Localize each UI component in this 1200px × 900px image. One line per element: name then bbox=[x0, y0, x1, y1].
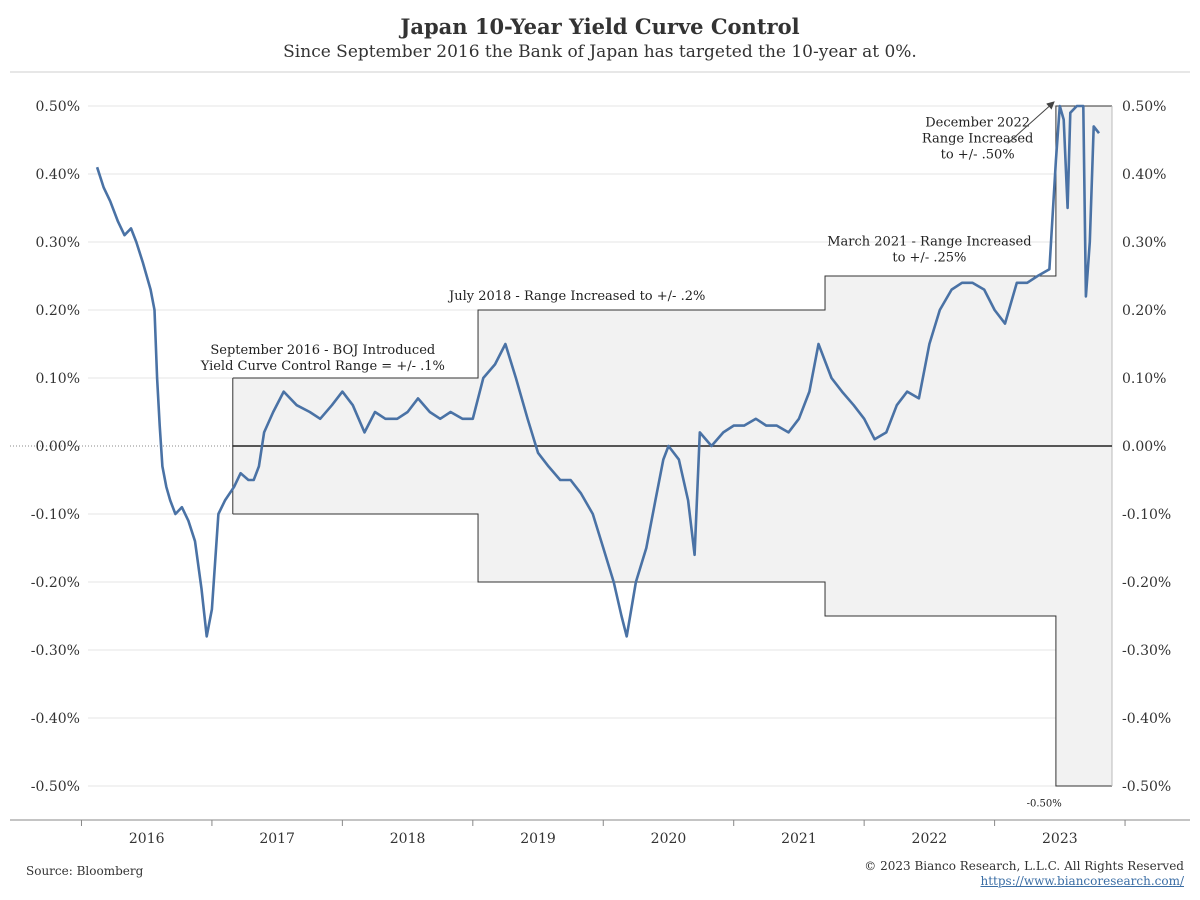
y-tick-label-left: -0.30% bbox=[31, 643, 80, 659]
yield-series-line bbox=[95, 104, 1101, 638]
x-tick-label: 2016 bbox=[129, 831, 165, 847]
copyright-text: © 2023 Bianco Research, L.L.C. All Right… bbox=[864, 859, 1184, 873]
y-tick-label-right: -0.10% bbox=[1122, 507, 1171, 523]
y-tick-label-right: 0.50% bbox=[1122, 99, 1166, 115]
chart-subtitle: Since September 2016 the Bank of Japan h… bbox=[283, 42, 917, 62]
annotation-line: September 2016 - BOJ Introduced bbox=[210, 343, 435, 358]
yield-control-band bbox=[232, 105, 1113, 787]
band-lower-edge bbox=[232, 513, 1112, 787]
y-tick-label-left: -0.40% bbox=[31, 711, 80, 727]
y-tick-label-right: -0.30% bbox=[1122, 643, 1171, 659]
y-tick-label-left: 0.30% bbox=[36, 235, 80, 251]
chart-title: Japan 10-Year Yield Curve Control bbox=[400, 14, 800, 39]
annotation-line: to +/- .50% bbox=[941, 147, 1015, 162]
y-tick-label-left: 0.40% bbox=[36, 167, 80, 183]
band-upper-edge bbox=[232, 105, 1112, 379]
annotation-line: to +/- .25% bbox=[892, 250, 966, 265]
y-tick-label-left: -0.10% bbox=[31, 507, 80, 523]
x-tick-label: 2017 bbox=[259, 831, 295, 847]
y-tick-label-right: 0.20% bbox=[1122, 303, 1166, 319]
y-tick-label-left: 0.10% bbox=[36, 371, 80, 387]
y-tick-label-right: -0.20% bbox=[1122, 575, 1171, 591]
x-tick-label: 2023 bbox=[1042, 831, 1078, 847]
y-tick-label-right: -0.50% bbox=[1122, 779, 1171, 795]
series-layer bbox=[95, 104, 1101, 638]
x-tick-label: 2019 bbox=[520, 831, 556, 847]
annotation-line: March 2021 - Range Increased bbox=[827, 234, 1031, 249]
annotation-text: -0.50% bbox=[1027, 798, 1062, 809]
axes: -0.50% -0.50% -0.40% -0.40% -0.30% -0.30% -0.2… bbox=[10, 71, 1190, 847]
annotations: September 2016 - BOJ Introduced Yield Cur… bbox=[200, 101, 1062, 809]
annotation-arrow bbox=[1007, 101, 1055, 144]
x-tick-label: 2021 bbox=[781, 831, 817, 847]
y-tick-label-left: 0.20% bbox=[36, 303, 80, 319]
source-note: Source: Bloomberg bbox=[26, 864, 144, 878]
y-tick-label-right: 0.00% bbox=[1122, 439, 1166, 455]
y-tick-label-right: 0.10% bbox=[1122, 371, 1166, 387]
website-link[interactable]: https://www.biancoresearch.com/ bbox=[980, 874, 1184, 888]
x-tick-label: 2020 bbox=[651, 831, 687, 847]
y-tick-label-left: 0.50% bbox=[36, 99, 80, 115]
y-tick-label-right: 0.40% bbox=[1122, 167, 1166, 183]
annotation-text: December 2022 Range Increased to +/- .50% bbox=[922, 115, 1034, 162]
copyright-block: © 2023 Bianco Research, L.L.C. All Right… bbox=[864, 859, 1184, 889]
y-tick-label-left: -0.50% bbox=[31, 779, 80, 795]
annotation-text: March 2021 - Range Increased to +/- .25% bbox=[827, 234, 1031, 265]
annotation-line: July 2018 - Range Increased to +/- .2% bbox=[447, 289, 705, 304]
annotation-line: -0.50% bbox=[1027, 798, 1062, 809]
y-tick-label-right: -0.40% bbox=[1122, 711, 1171, 727]
x-tick-label: 2018 bbox=[390, 831, 426, 847]
y-tick-label-left: -0.20% bbox=[31, 575, 80, 591]
y-tick-label-left: 0.00% bbox=[36, 439, 80, 455]
y-tick-label-right: 0.30% bbox=[1122, 235, 1166, 251]
annotation-line: December 2022 bbox=[925, 115, 1030, 130]
annotation-text: July 2018 - Range Increased to +/- .2% bbox=[447, 289, 705, 304]
x-tick-label: 2022 bbox=[912, 831, 948, 847]
annotation-text: September 2016 - BOJ Introduced Yield Cur… bbox=[200, 343, 445, 374]
annotation-line: Yield Curve Control Range = +/- .1% bbox=[200, 359, 445, 374]
annotation-line: Range Increased bbox=[922, 131, 1034, 146]
